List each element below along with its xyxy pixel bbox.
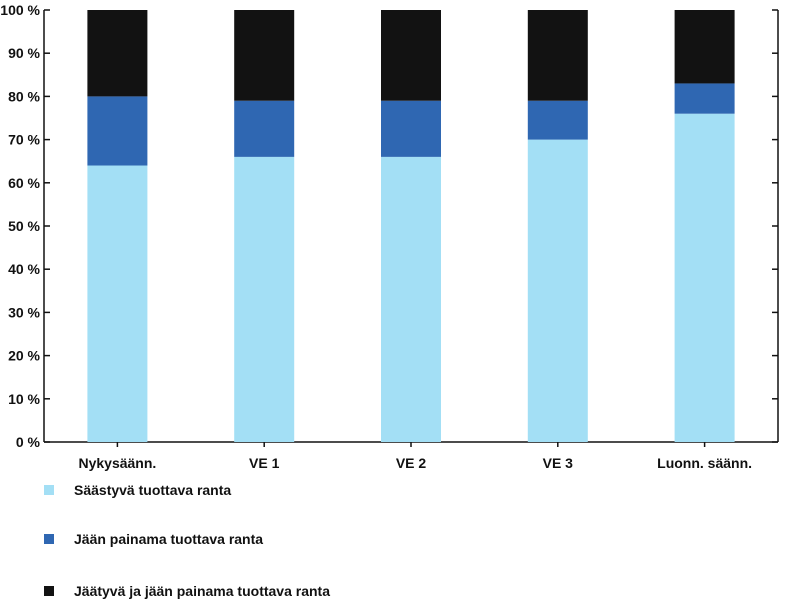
bar-segment: [381, 156, 441, 442]
y-tick-label: 90 %: [8, 45, 40, 61]
legend-swatch-0: [44, 485, 54, 495]
y-axis: 0 % 10 % 20 % 30 % 40 % 50 % 60 % 70 % 80 % 90 % 1…: [0, 2, 778, 450]
y-tick-label: 80 %: [8, 88, 40, 104]
bar-segment: [381, 10, 441, 101]
y-tick-label: 100 %: [0, 2, 40, 18]
x-tick-label: VE 1: [249, 455, 280, 471]
y-tick-label: 40 %: [8, 261, 40, 277]
bar-segment: [527, 10, 588, 101]
legend-swatch-1: [44, 534, 54, 544]
bar-segment: [234, 10, 295, 101]
legend-label-2: Jäätyvä ja jään painama tuottava ranta: [74, 583, 330, 599]
bar-segment: [87, 165, 148, 442]
legend-label-1: Jään painama tuottava ranta: [74, 531, 264, 547]
bar-segment: [87, 10, 148, 97]
bar-segment: [527, 100, 588, 140]
y-tick-label: 50 %: [8, 218, 40, 234]
y-tick-label: 60 %: [8, 175, 40, 191]
legend-swatch-2: [44, 586, 54, 596]
x-axis: Nykysäänn. VE 1 VE 2 VE 3 Luonn. säänn.: [78, 442, 752, 471]
bar-segment: [674, 83, 735, 114]
bar-segment: [527, 139, 588, 442]
bar-segment: [234, 100, 295, 157]
bar-segment: [87, 96, 148, 166]
y-tick-label: 0 %: [16, 434, 41, 450]
x-tick-label: Luonn. säänn.: [657, 455, 752, 471]
x-tick-label: Nykysäänn.: [78, 455, 156, 471]
x-tick-label: VE 3: [543, 455, 574, 471]
bar-segment: [381, 100, 441, 157]
bar-segment: [674, 10, 735, 84]
bars: [87, 10, 735, 443]
x-tick-label: VE 2: [396, 455, 427, 471]
y-tick-label: 10 %: [8, 391, 40, 407]
y-tick-label: 20 %: [8, 348, 40, 364]
legend-label-0: Säästyvä tuottava ranta: [74, 482, 232, 498]
y-tick-label: 30 %: [8, 304, 40, 320]
bar-segment: [234, 156, 295, 442]
bar-segment: [674, 113, 735, 443]
y-tick-label: 70 %: [8, 132, 40, 148]
